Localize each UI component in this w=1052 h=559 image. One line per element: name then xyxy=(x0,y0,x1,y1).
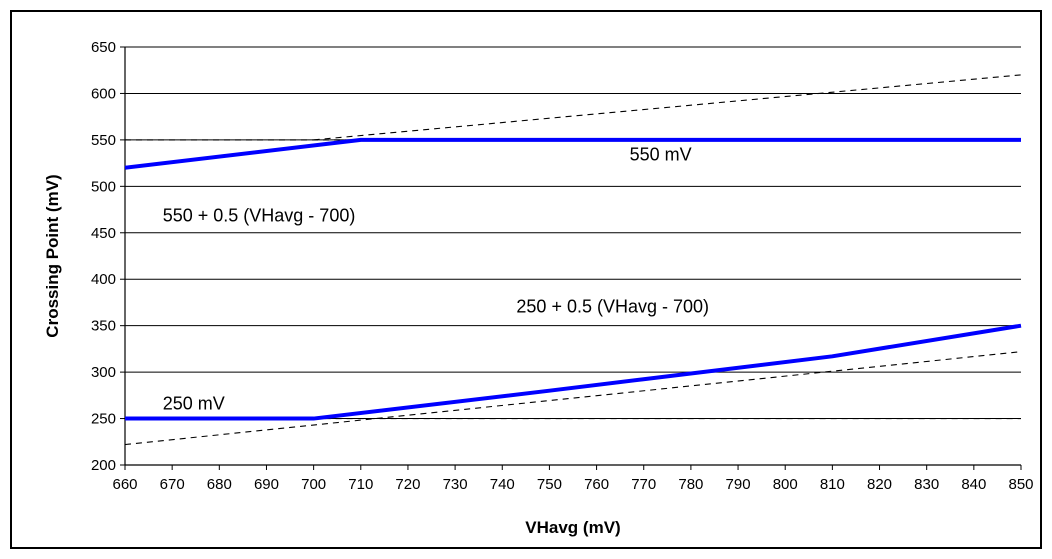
x-tick-label: 810 xyxy=(820,476,845,493)
y-tick-label: 550 xyxy=(91,132,116,149)
annotation-label: 550 mV xyxy=(630,144,692,164)
y-tick-label: 200 xyxy=(91,457,116,474)
series-line-solid xyxy=(125,323,1022,421)
y-tick-label: 400 xyxy=(91,271,116,288)
x-tick-label: 850 xyxy=(1008,476,1033,493)
annotation-label: 550 + 0.5 (VHavg - 700) xyxy=(163,206,356,226)
x-tick-label: 840 xyxy=(961,476,986,493)
x-tick-label: 710 xyxy=(348,476,373,493)
x-tick-label: 700 xyxy=(301,476,326,493)
crossing-point-chart: 200 250 300 350 400 450 500 550 600 650 660 670 680 6… xyxy=(43,39,1034,537)
x-tick-label: 830 xyxy=(914,476,939,493)
x-tick-label: 770 xyxy=(631,476,656,493)
y-axis-title: Crossing Point (mV) xyxy=(43,174,62,337)
x-tick-label: 680 xyxy=(207,476,232,493)
x-tick-label: 820 xyxy=(867,476,892,493)
y-tick-label: 300 xyxy=(91,364,116,381)
chart-frame: 200 250 300 350 400 450 500 550 600 650 660 670 680 6… xyxy=(10,10,1042,549)
annotation-label: 250 + 0.5 (VHavg - 700) xyxy=(516,297,709,317)
x-tick-label: 800 xyxy=(773,476,798,493)
x-tick-label: 760 xyxy=(584,476,609,493)
x-tick-label: 740 xyxy=(490,476,515,493)
x-tick-label: 780 xyxy=(678,476,703,493)
y-tick-label: 350 xyxy=(91,318,116,335)
x-tick-label: 720 xyxy=(395,476,420,493)
x-axis-title: VHavg (mV) xyxy=(525,518,620,537)
x-tick-label: 660 xyxy=(112,476,137,493)
x-tick-label: 670 xyxy=(160,476,185,493)
y-tick-label: 500 xyxy=(91,178,116,195)
x-tick-label: 750 xyxy=(537,476,562,493)
x-tick-label: 690 xyxy=(254,476,279,493)
annotation-label: 250 mV xyxy=(163,393,225,413)
series-line-solid xyxy=(124,137,1021,170)
y-tick-label: 250 xyxy=(91,411,116,428)
x-tick-label: 730 xyxy=(443,476,468,493)
y-tick-label: 650 xyxy=(91,39,116,56)
y-tick-label: 450 xyxy=(91,225,116,242)
series-line-dashed xyxy=(124,351,1022,446)
x-tick-label: 790 xyxy=(726,476,751,493)
y-tick-label: 600 xyxy=(91,85,116,102)
series-line-dashed xyxy=(313,74,1022,141)
